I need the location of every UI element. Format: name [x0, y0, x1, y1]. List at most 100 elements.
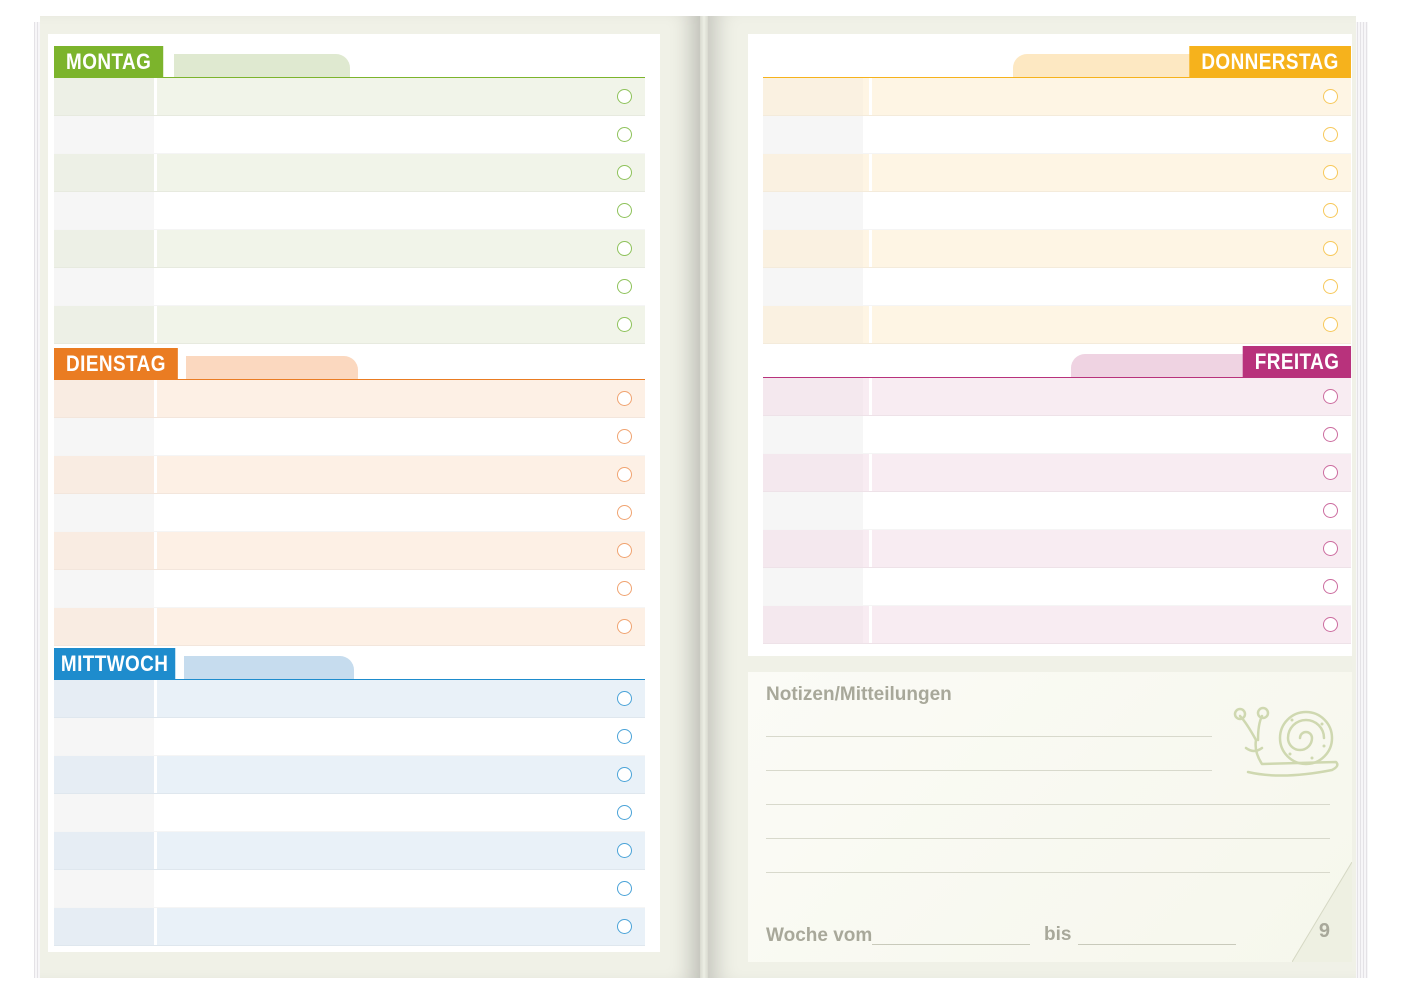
time-cell[interactable]	[763, 568, 863, 605]
checkbox-circle-icon[interactable]	[617, 919, 632, 934]
checkbox-circle-icon[interactable]	[1323, 427, 1338, 442]
checkbox-circle-icon[interactable]	[1323, 241, 1338, 256]
time-row[interactable]	[54, 832, 645, 870]
time-cell[interactable]	[763, 306, 863, 343]
checkbox-circle-icon[interactable]	[617, 619, 632, 634]
time-row[interactable]	[54, 908, 645, 946]
checkbox-circle-icon[interactable]	[617, 543, 632, 558]
checkbox-circle-icon[interactable]	[617, 203, 632, 218]
time-cell[interactable]	[54, 908, 154, 945]
time-row[interactable]	[54, 78, 645, 116]
time-cell[interactable]	[54, 306, 154, 343]
checkbox-circle-icon[interactable]	[1323, 617, 1338, 632]
time-row[interactable]	[763, 606, 1351, 644]
week-until-field[interactable]	[1078, 944, 1236, 945]
note-line[interactable]	[766, 838, 1330, 839]
time-row[interactable]	[763, 192, 1351, 230]
checkbox-circle-icon[interactable]	[617, 843, 632, 858]
time-row[interactable]	[763, 378, 1351, 416]
time-cell[interactable]	[763, 378, 863, 415]
time-row[interactable]	[54, 154, 645, 192]
time-cell[interactable]	[54, 608, 154, 645]
checkbox-circle-icon[interactable]	[617, 581, 632, 596]
time-cell[interactable]	[763, 454, 863, 491]
time-row[interactable]	[54, 380, 645, 418]
note-line[interactable]	[766, 804, 1330, 805]
checkbox-circle-icon[interactable]	[617, 467, 632, 482]
time-row[interactable]	[54, 570, 645, 608]
time-row[interactable]	[763, 306, 1351, 344]
time-cell[interactable]	[54, 870, 154, 907]
note-line[interactable]	[766, 736, 1212, 737]
time-row[interactable]	[763, 154, 1351, 192]
time-cell[interactable]	[54, 794, 154, 831]
time-row[interactable]	[763, 230, 1351, 268]
checkbox-circle-icon[interactable]	[617, 317, 632, 332]
time-cell[interactable]	[54, 380, 154, 417]
checkbox-circle-icon[interactable]	[1323, 203, 1338, 218]
checkbox-circle-icon[interactable]	[1323, 579, 1338, 594]
time-cell[interactable]	[54, 418, 154, 455]
time-row[interactable]	[54, 608, 645, 646]
checkbox-circle-icon[interactable]	[1323, 279, 1338, 294]
checkbox-circle-icon[interactable]	[1323, 127, 1338, 142]
time-row[interactable]	[763, 78, 1351, 116]
time-cell[interactable]	[763, 116, 863, 153]
time-row[interactable]	[54, 756, 645, 794]
time-row[interactable]	[763, 416, 1351, 454]
week-from-field[interactable]	[872, 944, 1030, 945]
time-cell[interactable]	[54, 680, 154, 717]
time-row[interactable]	[763, 268, 1351, 306]
time-cell[interactable]	[763, 154, 863, 191]
checkbox-circle-icon[interactable]	[617, 881, 632, 896]
time-cell[interactable]	[54, 192, 154, 229]
checkbox-circle-icon[interactable]	[617, 165, 632, 180]
time-row[interactable]	[54, 494, 645, 532]
checkbox-circle-icon[interactable]	[617, 691, 632, 706]
time-cell[interactable]	[763, 530, 863, 567]
checkbox-circle-icon[interactable]	[617, 767, 632, 782]
checkbox-circle-icon[interactable]	[1323, 541, 1338, 556]
time-cell[interactable]	[763, 416, 863, 453]
time-row[interactable]	[54, 418, 645, 456]
time-row[interactable]	[54, 870, 645, 908]
note-line[interactable]	[766, 872, 1330, 873]
time-row[interactable]	[54, 192, 645, 230]
time-cell[interactable]	[763, 492, 863, 529]
time-cell[interactable]	[54, 570, 154, 607]
time-cell[interactable]	[763, 606, 863, 643]
time-row[interactable]	[54, 230, 645, 268]
time-cell[interactable]	[763, 78, 863, 115]
time-cell[interactable]	[54, 116, 154, 153]
checkbox-circle-icon[interactable]	[1323, 503, 1338, 518]
time-cell[interactable]	[54, 756, 154, 793]
checkbox-circle-icon[interactable]	[617, 279, 632, 294]
time-cell[interactable]	[763, 268, 863, 305]
time-cell[interactable]	[54, 494, 154, 531]
time-cell[interactable]	[54, 456, 154, 493]
time-row[interactable]	[54, 718, 645, 756]
time-row[interactable]	[763, 568, 1351, 606]
time-row[interactable]	[54, 794, 645, 832]
time-cell[interactable]	[54, 154, 154, 191]
checkbox-circle-icon[interactable]	[617, 729, 632, 744]
checkbox-circle-icon[interactable]	[1323, 317, 1338, 332]
checkbox-circle-icon[interactable]	[617, 805, 632, 820]
time-cell[interactable]	[54, 268, 154, 305]
time-cell[interactable]	[763, 192, 863, 229]
checkbox-circle-icon[interactable]	[1323, 165, 1338, 180]
checkbox-circle-icon[interactable]	[617, 241, 632, 256]
time-cell[interactable]	[763, 230, 863, 267]
time-row[interactable]	[763, 116, 1351, 154]
time-row[interactable]	[763, 492, 1351, 530]
checkbox-circle-icon[interactable]	[1323, 389, 1338, 404]
checkbox-circle-icon[interactable]	[617, 127, 632, 142]
checkbox-circle-icon[interactable]	[1323, 465, 1338, 480]
checkbox-circle-icon[interactable]	[617, 89, 632, 104]
note-line[interactable]	[766, 770, 1212, 771]
time-cell[interactable]	[54, 532, 154, 569]
time-row[interactable]	[763, 454, 1351, 492]
checkbox-circle-icon[interactable]	[617, 429, 632, 444]
time-row[interactable]	[54, 268, 645, 306]
time-cell[interactable]	[54, 718, 154, 755]
